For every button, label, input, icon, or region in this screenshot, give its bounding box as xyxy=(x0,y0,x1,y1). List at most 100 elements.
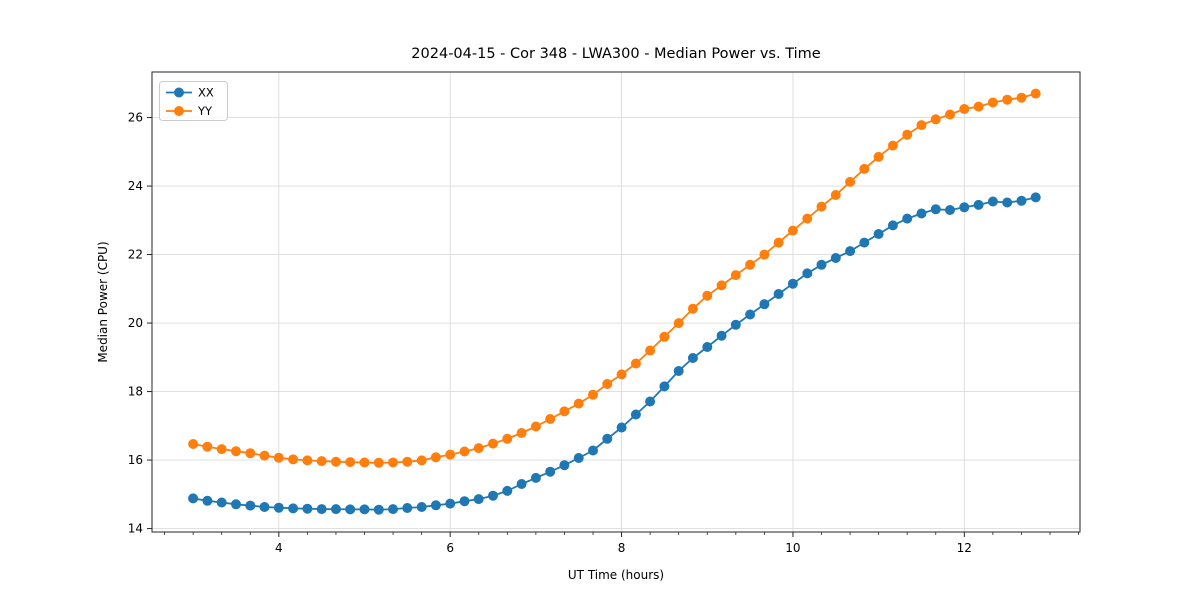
data-point xyxy=(259,502,270,512)
data-point xyxy=(373,504,384,515)
data-point xyxy=(630,409,641,420)
data-point xyxy=(1016,92,1027,103)
data-point xyxy=(645,396,656,407)
x-tick-label: 10 xyxy=(785,541,800,555)
data-point xyxy=(873,229,884,239)
data-point xyxy=(902,129,913,140)
data-point xyxy=(373,457,384,468)
data-point xyxy=(302,503,313,514)
legend-box xyxy=(159,81,228,121)
data-point xyxy=(316,504,327,515)
x-tick-label: 8 xyxy=(618,541,626,555)
data-point xyxy=(902,213,913,224)
data-point xyxy=(673,366,684,376)
data-point xyxy=(416,455,427,466)
data-point xyxy=(959,104,970,114)
legend-label-xx: XX xyxy=(198,86,214,100)
data-point xyxy=(759,299,770,310)
data-point xyxy=(588,445,598,456)
data-point xyxy=(816,201,827,212)
data-point xyxy=(745,309,756,320)
data-point xyxy=(588,389,598,400)
data-point xyxy=(702,290,713,301)
data-point xyxy=(459,496,470,507)
data-point xyxy=(231,446,241,457)
plot-border xyxy=(151,71,1081,533)
data-point xyxy=(245,448,256,459)
data-point xyxy=(830,190,841,200)
data-point xyxy=(845,176,856,187)
data-point xyxy=(1002,94,1013,105)
data-point xyxy=(730,270,741,281)
data-point xyxy=(916,208,927,219)
data-point xyxy=(445,498,456,509)
data-point xyxy=(459,446,470,457)
y-tick-label: 24 xyxy=(128,179,143,193)
data-point xyxy=(973,101,984,112)
y-axis-label: Median Power (CPU) xyxy=(96,241,110,362)
data-point xyxy=(859,237,870,248)
data-point xyxy=(845,246,856,257)
data-point xyxy=(887,220,898,231)
data-point xyxy=(716,280,727,291)
data-point xyxy=(430,452,441,463)
data-point xyxy=(216,497,227,508)
data-point xyxy=(202,441,213,452)
data-point xyxy=(773,289,784,299)
x-axis-label: UT Time (hours) xyxy=(568,568,664,582)
data-point xyxy=(702,342,713,352)
x-tick-label: 12 xyxy=(957,541,972,555)
data-point xyxy=(1002,197,1013,208)
y-tick-label: 26 xyxy=(128,111,143,125)
data-point xyxy=(930,114,941,125)
data-point xyxy=(602,433,613,444)
data-point xyxy=(830,253,841,263)
data-point xyxy=(987,97,998,108)
data-point xyxy=(331,504,341,515)
series-xx xyxy=(188,192,1041,515)
data-point xyxy=(359,504,370,515)
data-point xyxy=(802,213,813,224)
x-tick-label: 4 xyxy=(275,541,283,555)
data-point xyxy=(345,504,356,515)
data-point xyxy=(545,466,556,477)
data-point xyxy=(873,151,884,162)
data-point xyxy=(987,196,998,207)
data-point xyxy=(288,503,299,514)
data-point xyxy=(402,456,413,467)
data-point xyxy=(687,353,698,363)
data-point xyxy=(573,453,584,463)
data-point xyxy=(859,163,870,174)
y-tick-label: 22 xyxy=(128,248,143,262)
data-point xyxy=(616,422,627,433)
data-point xyxy=(202,495,213,506)
data-point xyxy=(973,199,984,210)
data-point xyxy=(273,502,284,513)
data-point xyxy=(559,460,570,471)
data-point xyxy=(945,205,955,215)
data-point xyxy=(659,381,670,392)
y-axis: 14 16 18 20 22 24 26 xyxy=(128,111,152,536)
data-point xyxy=(273,452,284,463)
data-point xyxy=(659,331,670,342)
data-point xyxy=(388,457,398,468)
data-point xyxy=(188,493,199,504)
data-point xyxy=(545,414,556,424)
data-point xyxy=(573,398,584,409)
series-yy xyxy=(188,88,1041,468)
legend: XX YY xyxy=(159,81,228,121)
chart-title: 2024-04-15 - Cor 348 - LWA300 - Median P… xyxy=(411,46,820,62)
data-point xyxy=(1030,88,1041,99)
data-point xyxy=(502,433,513,444)
data-point xyxy=(616,369,627,380)
data-point xyxy=(388,504,398,515)
data-point xyxy=(188,439,199,449)
data-point xyxy=(488,438,498,449)
data-point xyxy=(787,225,798,236)
data-point xyxy=(416,502,427,512)
data-point xyxy=(930,204,941,215)
data-point xyxy=(502,485,513,496)
data-point xyxy=(602,379,613,389)
